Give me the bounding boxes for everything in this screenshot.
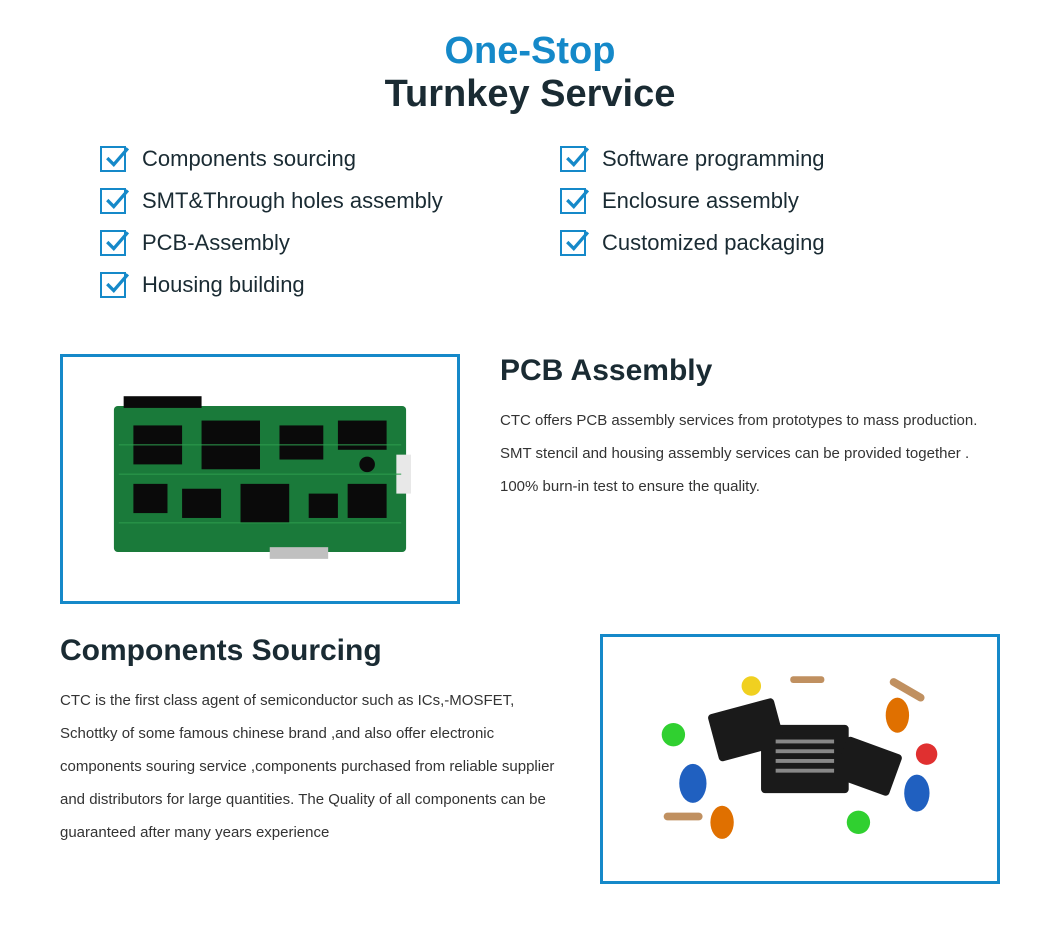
section-title: PCB Assembly: [500, 354, 1000, 388]
feature-label: Housing building: [142, 272, 305, 298]
check-icon: [100, 272, 126, 298]
components-image-frame: [600, 634, 1000, 884]
check-icon: [560, 146, 586, 172]
feature-item: Housing building: [100, 272, 500, 298]
feature-item: PCB-Assembly: [100, 230, 500, 256]
section-body: CTC offers PCB assembly services from pr…: [500, 404, 1000, 503]
check-icon: [100, 188, 126, 214]
pcb-text-block: PCB Assembly CTC offers PCB assembly ser…: [500, 354, 1000, 604]
feature-item: Customized packaging: [560, 230, 960, 256]
feature-label: SMT&Through holes assembly: [142, 188, 443, 214]
components-text-block: Components Sourcing CTC is the first cla…: [60, 634, 560, 884]
section-pcb-assembly: PCB Assembly CTC offers PCB assembly ser…: [60, 354, 1000, 604]
pcb-board-illustration: [73, 367, 447, 591]
features-grid: Components sourcing SMT&Through holes as…: [100, 146, 960, 314]
feature-label: Enclosure assembly: [602, 188, 799, 214]
title-line-2: Turnkey Service: [60, 73, 1000, 116]
feature-label: Components sourcing: [142, 146, 356, 172]
feature-item: Components sourcing: [100, 146, 500, 172]
feature-item: Software programming: [560, 146, 960, 172]
check-icon: [560, 188, 586, 214]
check-icon: [100, 230, 126, 256]
title-line-1: One-Stop: [60, 30, 1000, 73]
feature-label: PCB-Assembly: [142, 230, 290, 256]
components-illustration: [613, 647, 987, 871]
page-header: One-Stop Turnkey Service: [60, 30, 1000, 116]
pcb-image-frame: [60, 354, 460, 604]
section-components-sourcing: Components Sourcing CTC is the first cla…: [60, 634, 1000, 884]
page-container: One-Stop Turnkey Service Components sour…: [0, 0, 1060, 934]
feature-label: Customized packaging: [602, 230, 825, 256]
check-icon: [560, 230, 586, 256]
section-title: Components Sourcing: [60, 634, 560, 668]
features-column-left: Components sourcing SMT&Through holes as…: [100, 146, 500, 314]
feature-item: SMT&Through holes assembly: [100, 188, 500, 214]
check-icon: [100, 146, 126, 172]
feature-label: Software programming: [602, 146, 825, 172]
feature-item: Enclosure assembly: [560, 188, 960, 214]
section-body: CTC is the first class agent of semicond…: [60, 684, 560, 849]
features-column-right: Software programming Enclosure assembly …: [560, 146, 960, 314]
